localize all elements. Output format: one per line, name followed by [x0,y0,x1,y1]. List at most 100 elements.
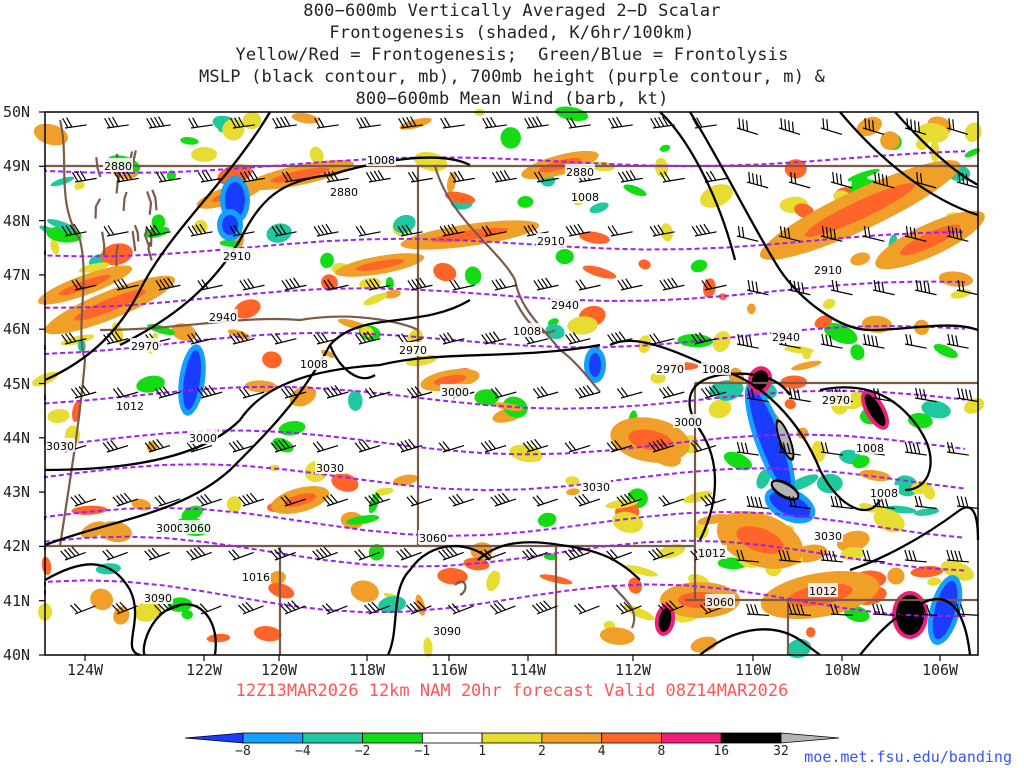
wind-barb [481,225,507,237]
wind-barb [564,441,591,453]
wind-barb [354,440,381,453]
colorbar-arrow-low [184,732,244,744]
wind-barb [658,386,685,399]
wind-barb [575,279,601,291]
wind-barb [648,547,674,561]
shaded-cell [933,343,958,359]
svg-text:1012: 1012 [809,585,837,598]
shaded-cell [320,252,334,269]
svg-text:1008: 1008 [702,363,730,376]
shaded-cell [658,608,672,632]
wind-barb [60,546,86,561]
wind-barb [531,600,558,615]
shaded-cell [350,580,379,603]
shaded-cell [683,491,713,504]
height-contour-label: 2910 [536,233,566,248]
height-contour-label: 2880 [103,158,133,173]
wind-barb [482,116,507,129]
wind-barb [607,225,633,237]
svg-text:3060: 3060 [706,596,734,609]
coastline-segment [94,198,102,219]
state-borders [45,119,978,655]
svg-text:2880: 2880 [566,166,594,179]
title-line-1: 800−600mb Vertically Averaged 2−D Scalar [303,1,721,21]
shaded-cell [444,191,476,204]
border-line [611,584,636,629]
wind-barb [439,332,465,345]
wind-barb [480,440,507,453]
shaded-cell [567,316,598,335]
wind-barb [830,172,853,189]
wind-barb [447,603,474,615]
height-contour-label: 2880 [329,184,359,199]
height-contour [44,429,966,456]
wind-barb [196,493,223,507]
shaded-cell [784,345,814,354]
wind-barbs [60,116,979,616]
shaded-cell [822,298,836,310]
lon-label: 118W [348,661,386,679]
svg-text:3060: 3060 [183,522,211,535]
wind-barb [145,224,171,237]
wind-barb [449,279,475,291]
wind-barb [270,547,296,561]
wind-barb [313,332,339,345]
svg-text:3000: 3000 [189,432,217,445]
wind-barb [113,278,139,291]
colorbar [184,732,840,744]
shaded-cell [887,567,905,585]
colorbar-arrow-high [780,732,840,744]
mslp-contour [477,541,641,581]
pressure-contour-label: 1008 [366,152,396,167]
shaded-cell [840,546,865,561]
credit-link[interactable]: moe.met.fsu.edu/banding [804,748,1012,766]
wind-barb [904,441,927,456]
shaded-cell [712,331,731,353]
shaded-cell [772,481,798,499]
coastline-segment [100,231,106,257]
mslp-contour [142,603,217,656]
wind-barb [778,549,801,563]
height-contour-label: 3060 [705,594,735,609]
mslp-contour [328,344,376,380]
wind-barb [187,223,213,237]
wind-barb [872,387,895,403]
wind-barb [365,278,391,291]
wind-barb [238,387,265,399]
height-contour-label: 3030 [45,438,75,453]
wind-barb [322,493,349,507]
lat-label: 45N [3,374,31,393]
shaded-cell [269,570,286,585]
wind-barb [566,117,591,129]
lon-label: 112W [614,661,652,679]
wind-barb [692,117,717,129]
colorbar-label: −1 [414,744,431,759]
height-contour-label: 3030 [315,460,345,475]
wind-barb [186,546,212,561]
shaded-cell [709,380,737,397]
colorbar-label: 16 [713,744,730,759]
wind-barb [574,385,601,399]
wind-barb [323,170,349,183]
wind-barb [195,603,222,615]
pressure-contour-label: 1008 [570,189,600,204]
colorbar-swatch [302,732,363,744]
shaded-cell [537,512,557,527]
wind-barb [788,172,811,189]
wind-barb [363,601,390,615]
wind-barb [113,170,139,183]
shaded-cell [940,560,975,581]
shaded-cell [690,259,708,273]
lat-label: 41N [3,591,31,610]
shaded-cell [914,508,940,516]
wind-barb [188,117,213,129]
shaded-cell [805,626,816,638]
wind-barb [155,277,181,291]
colorbar-swatch [601,732,662,744]
wind-barb [103,225,129,237]
wind-barb [746,387,769,403]
wind-barb [396,438,423,453]
shaded-cell [437,567,468,585]
mslp-contour [44,299,471,547]
